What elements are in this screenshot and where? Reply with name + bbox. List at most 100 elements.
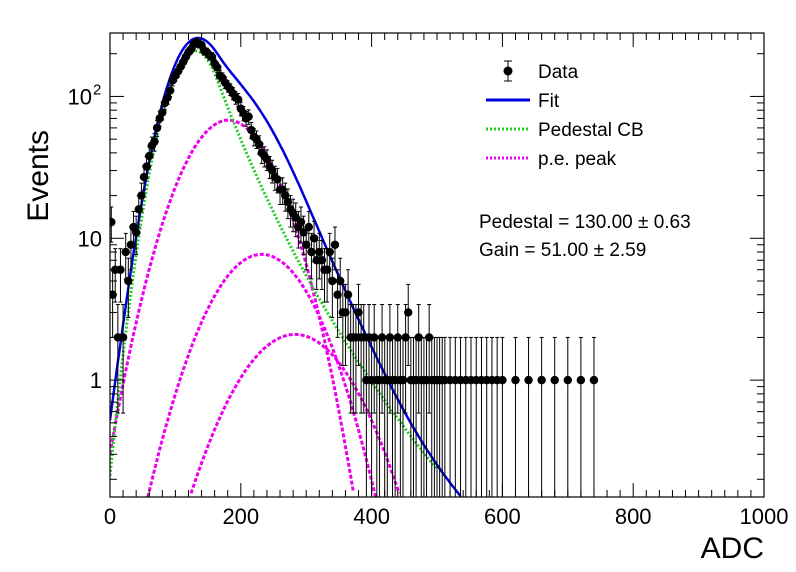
data-marker — [322, 265, 332, 274]
data-point — [328, 257, 337, 318]
data-point — [317, 240, 327, 290]
data-marker — [563, 375, 572, 385]
data-point — [267, 159, 277, 184]
data-point — [385, 303, 395, 414]
axis-ticks — [109, 33, 765, 497]
data-point — [322, 248, 332, 303]
data-point — [336, 257, 345, 318]
data-marker — [524, 375, 533, 385]
x-tick-label: 1000 — [740, 504, 789, 529]
x-axis-label: ADC — [701, 532, 764, 565]
fit-curve — [110, 36, 462, 497]
data-marker — [398, 375, 408, 385]
legend-item-data: Data — [503, 60, 579, 83]
data-point — [461, 336, 470, 497]
data-marker — [139, 172, 149, 182]
data-marker — [244, 112, 253, 121]
legend-label: p.e. peak — [538, 149, 617, 170]
data-point — [477, 336, 486, 497]
data-marker — [302, 240, 311, 249]
data-marker — [404, 308, 413, 317]
data-marker — [165, 86, 175, 95]
data-point — [302, 226, 311, 271]
fit-stats: Pedestal = 130.00 ± 0.63 Gain = 51.00 ± 2… — [479, 212, 691, 261]
data-point — [401, 303, 410, 414]
data-marker — [110, 217, 116, 227]
data-point — [307, 232, 316, 280]
data-point — [110, 206, 116, 243]
data-point — [354, 283, 363, 367]
data-marker — [131, 228, 141, 237]
data-points — [110, 38, 599, 497]
data-marker — [247, 125, 256, 135]
x-tick-label: 0 — [104, 504, 116, 529]
data-marker — [307, 247, 316, 257]
x-tick-label: 200 — [222, 504, 259, 529]
data-point — [498, 336, 507, 497]
data-point — [456, 336, 465, 497]
legend-item-p-e-peak: p.e. peak — [486, 149, 617, 170]
data-marker — [317, 256, 327, 265]
data-point — [315, 232, 324, 280]
data-marker — [325, 247, 334, 257]
data-marker — [537, 375, 546, 385]
data-point — [296, 206, 306, 243]
y-tick-label-exponent: 2 — [93, 81, 101, 98]
data-marker — [385, 333, 395, 342]
data-marker — [343, 290, 353, 299]
legend-label: Data — [538, 62, 579, 83]
data-marker — [150, 137, 159, 146]
data-point — [492, 336, 502, 497]
data-point — [145, 146, 154, 168]
data-marker — [511, 375, 520, 385]
data-marker — [233, 95, 243, 104]
x-tick-label: 600 — [484, 504, 521, 529]
data-marker — [118, 333, 128, 342]
data-marker — [377, 333, 387, 342]
data-marker — [254, 140, 264, 149]
data-marker — [299, 228, 308, 237]
data-point — [404, 283, 413, 367]
data-point — [281, 182, 290, 212]
y-tick-label: 1 — [90, 368, 102, 393]
data-point — [165, 84, 175, 98]
legend: Data Fit Pedestal CB p.e. peak — [486, 60, 644, 170]
data-marker — [142, 162, 151, 171]
x-tick-label: 800 — [615, 504, 652, 529]
data-point — [524, 336, 533, 497]
data-marker — [424, 333, 434, 342]
legend-item-fit: Fit — [486, 91, 560, 112]
data-point — [131, 215, 141, 256]
data-point — [244, 109, 253, 125]
data-point — [116, 248, 125, 303]
data-marker — [328, 276, 337, 286]
y-tick-label: 10 — [68, 84, 92, 109]
data-marker — [498, 375, 507, 385]
data-point — [113, 303, 123, 414]
legend-item-pedestal-cb: Pedestal CB — [486, 120, 644, 141]
data-marker — [333, 290, 342, 299]
data-marker — [163, 93, 172, 102]
data-marker — [267, 166, 277, 175]
data-marker — [330, 240, 340, 249]
data-marker — [262, 155, 272, 164]
data-point — [414, 303, 423, 414]
data-point — [137, 182, 146, 212]
data-marker — [126, 240, 136, 249]
data-point — [213, 62, 222, 74]
data-marker — [137, 191, 146, 200]
data-point — [325, 232, 334, 280]
data-marker — [145, 151, 154, 161]
data-point — [487, 336, 497, 497]
data-marker — [336, 276, 345, 286]
fit-stat-line: Pedestal = 130.00 ± 0.63 — [479, 212, 691, 233]
data-point — [124, 257, 133, 318]
legend-marker — [503, 66, 513, 76]
data-point — [576, 336, 586, 497]
legend-label: Pedestal CB — [538, 120, 644, 141]
data-marker — [281, 191, 290, 200]
data-marker — [296, 217, 306, 227]
data-marker — [589, 375, 599, 385]
